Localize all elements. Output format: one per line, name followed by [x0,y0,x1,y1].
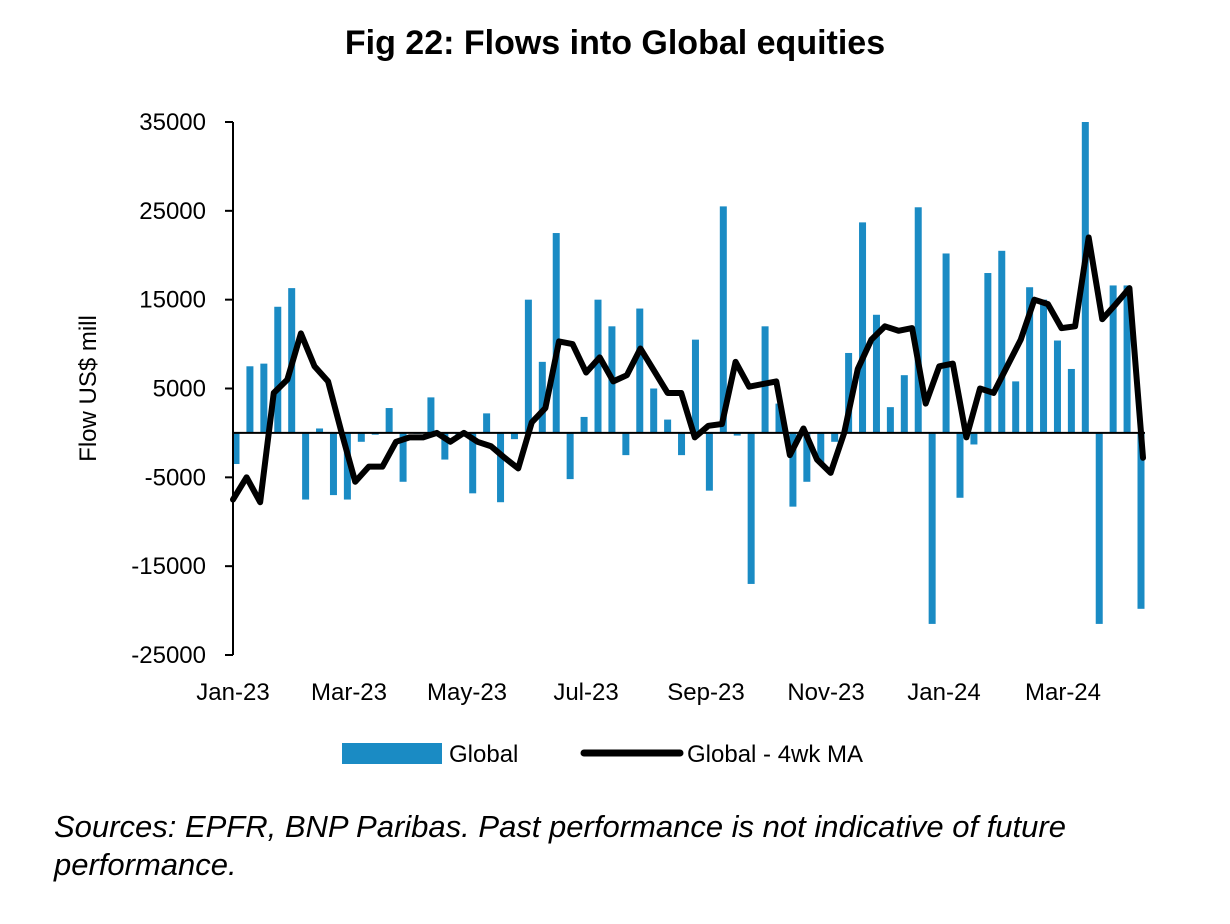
bar-global-1 [246,366,254,433]
bar-global-18 [483,413,491,433]
bar-global-12 [399,432,407,482]
bar-global-56 [1012,381,1020,433]
source-note: Sources: EPFR, BNP Paribas. Past perform… [54,809,1066,882]
y-axis-title: Flow US$ mill [75,315,102,462]
bar-global-52 [956,432,964,498]
y-tick-label-6: -25000 [131,642,206,669]
bar-global-11 [385,408,393,433]
bar-global-8 [343,432,351,500]
y-tick-label-5: -15000 [131,553,206,580]
bar-global-22 [538,361,546,433]
bar-global-33 [691,339,699,433]
x-ticks: Jan-23 Mar-23 May-23 Jul-23 Sep-23 Nov-23 Jan-… [196,679,1101,706]
x-tick-label-6: Jan-24 [907,679,980,706]
bar-global-37 [747,432,755,584]
bar-global-54 [984,273,992,433]
line-global-4wk-ma [230,234,1146,506]
bar-global-58 [1040,299,1048,433]
bar-global-23 [552,233,560,433]
bar-global-17 [469,432,477,494]
y-tick-label-0: 35000 [139,109,206,136]
bar-global-36 [733,432,741,436]
bar-global-5 [302,432,310,500]
x-tick-label-4: Sep-23 [667,679,744,706]
bar-global-65 [1137,432,1145,609]
bar-global-3 [274,306,282,433]
bar-global-26 [594,299,602,433]
y-tick-label-4: -5000 [145,464,206,491]
x-tick-label-1: Mar-23 [311,679,387,706]
chart-title: Fig 22: Flows into Global equities [344,24,886,62]
bar-global-44 [845,352,853,433]
bar-global-0 [232,432,240,465]
bar-global-46 [872,314,880,433]
bar-global-63 [1109,285,1117,433]
x-tick-label-2: May-23 [427,679,507,706]
bar-global-43 [831,432,839,442]
y-tick-label-3: 5000 [153,376,206,403]
bar-global-42 [817,432,825,465]
bar-global-29 [636,308,644,433]
legend-label-global-4wk-ma: Global - 4wk MA [687,741,863,768]
axes-layer: 35000 25000 15000 5000 -5000 -15000 -25000 Jan… [131,109,1145,706]
bar-global-30 [650,388,658,433]
bar-global-62 [1095,432,1103,624]
bar-global-19 [497,432,505,503]
x-tick-label-5: Nov-23 [787,679,864,706]
bar-global-51 [942,253,950,433]
bars-layer [232,122,1145,624]
bar-global-41 [803,432,811,482]
x-tick-label-0: Jan-23 [196,679,269,706]
bar-global-64 [1123,285,1131,433]
bar-global-48 [900,375,908,433]
bar-global-57 [1026,287,1034,433]
bar-global-59 [1053,340,1061,433]
bar-global-2 [260,363,268,433]
bar-global-38 [761,326,769,433]
bar-global-24 [566,432,574,480]
bar-global-60 [1067,368,1075,433]
bar-global-45 [859,222,867,433]
bar-global-20 [510,432,518,440]
y-tick-label-2: 15000 [139,287,206,314]
y-tick-label-1: 25000 [139,198,206,225]
bar-global-9 [357,432,365,442]
bar-global-49 [914,207,922,433]
bar-global-47 [886,407,894,433]
bar-global-50 [928,432,936,624]
bar-global-15 [441,432,449,460]
bar-global-53 [970,432,978,445]
bar-global-34 [705,432,713,491]
legend-label-global: Global [449,741,518,768]
bar-global-25 [580,416,588,433]
y-ticks: 35000 25000 15000 5000 -5000 -15000 -25000 [131,109,233,669]
bar-global-14 [427,397,435,433]
line-layer [230,234,1146,506]
bar-global-28 [622,432,630,456]
bar-global-55 [998,250,1006,433]
legend: Global Global - 4wk MA [342,741,863,768]
bar-global-39 [775,403,783,433]
bar-global-21 [524,299,532,433]
bar-global-40 [789,432,797,507]
bar-global-35 [719,206,727,433]
bar-global-31 [664,419,672,433]
x-tick-label-3: Jul-23 [553,679,618,706]
bar-global-7 [329,432,337,496]
legend-swatch-global [342,743,442,764]
bar-global-6 [316,428,324,433]
bar-global-32 [678,432,686,456]
x-tick-label-7: Mar-24 [1025,679,1101,706]
